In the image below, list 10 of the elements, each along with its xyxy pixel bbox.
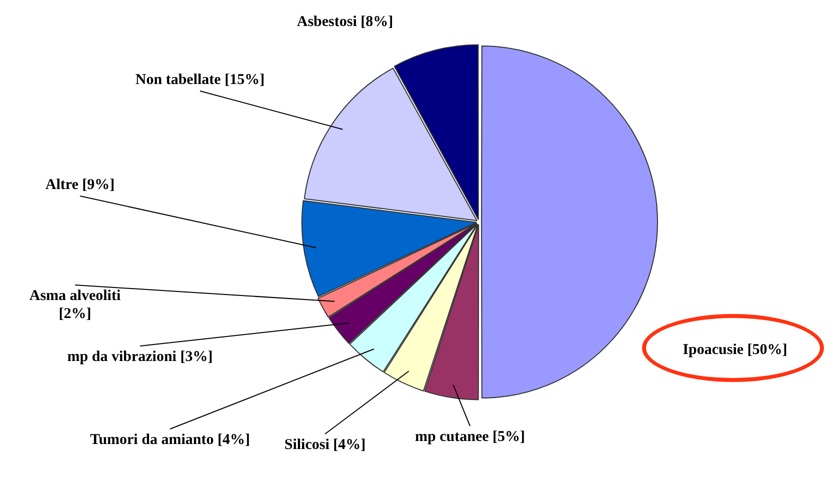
slice-label: Tumori da amianto [4%]: [90, 432, 250, 448]
slice-label: Altre [9%]: [45, 176, 115, 193]
slice-label: mp da vibrazioni [3%]: [67, 348, 213, 365]
slice-label: Asbestosi [8%]: [296, 14, 394, 30]
slice-label: Ipoacusie [50%]: [682, 342, 788, 358]
slice-label: Non tabellate [15%]: [135, 72, 265, 88]
slice-label: Silicosi [4%]: [284, 436, 366, 453]
data-label: [2%]: [58, 306, 92, 322]
slice-label: mp cutanee [5%]: [415, 428, 525, 445]
slice-label: Asma alveoliti: [29, 288, 121, 304]
